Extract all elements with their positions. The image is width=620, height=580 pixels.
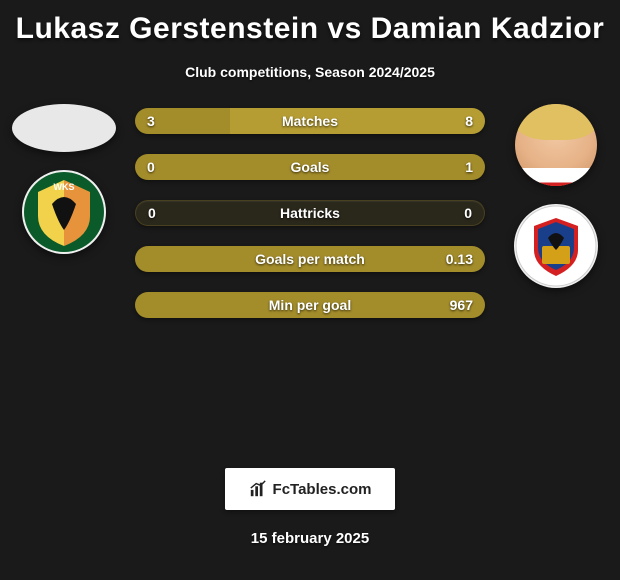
comparison-card: Lukasz Gerstenstein vs Damian Kadzior Cl…	[0, 0, 620, 580]
left-player-avatar-placeholder	[12, 104, 116, 152]
stat-bar: 3Matches8	[135, 108, 485, 134]
date-label: 15 february 2025	[0, 530, 620, 547]
brand-label: FcTables.com	[273, 481, 372, 498]
chart-icon	[249, 480, 267, 498]
left-club-crest: WKS	[22, 170, 106, 254]
face-icon	[515, 104, 597, 186]
brand-badge[interactable]: FcTables.com	[225, 468, 395, 510]
stat-bar: Min per goal967	[135, 292, 485, 318]
page-title: Lukasz Gerstenstein vs Damian Kadzior	[0, 12, 620, 46]
stat-right-value: 967	[450, 297, 473, 313]
right-player-column	[496, 104, 616, 288]
stat-right-value: 8	[465, 113, 473, 129]
stat-right-value: 1	[465, 159, 473, 175]
stat-right-value: 0.13	[446, 251, 473, 267]
stat-label: Goals per match	[135, 251, 485, 267]
right-club-crest	[514, 204, 598, 288]
stat-bar: 0Hattricks0	[135, 200, 485, 226]
subtitle: Club competitions, Season 2024/2025	[0, 64, 620, 80]
shield-icon	[514, 204, 598, 288]
stats-bars: 3Matches80Goals10Hattricks0Goals per mat…	[135, 108, 485, 318]
right-player-avatar	[515, 104, 597, 186]
content: WKS 3Matche	[0, 108, 620, 448]
stat-label: Hattricks	[136, 205, 484, 221]
stat-label: Matches	[135, 113, 485, 129]
stat-bar: 0Goals1	[135, 154, 485, 180]
stat-label: Min per goal	[135, 297, 485, 313]
stat-right-value: 0	[464, 205, 472, 221]
shield-icon: WKS	[22, 170, 106, 254]
svg-text:WKS: WKS	[54, 182, 75, 192]
stat-bar: Goals per match0.13	[135, 246, 485, 272]
stat-label: Goals	[135, 159, 485, 175]
left-player-column: WKS	[4, 104, 124, 254]
